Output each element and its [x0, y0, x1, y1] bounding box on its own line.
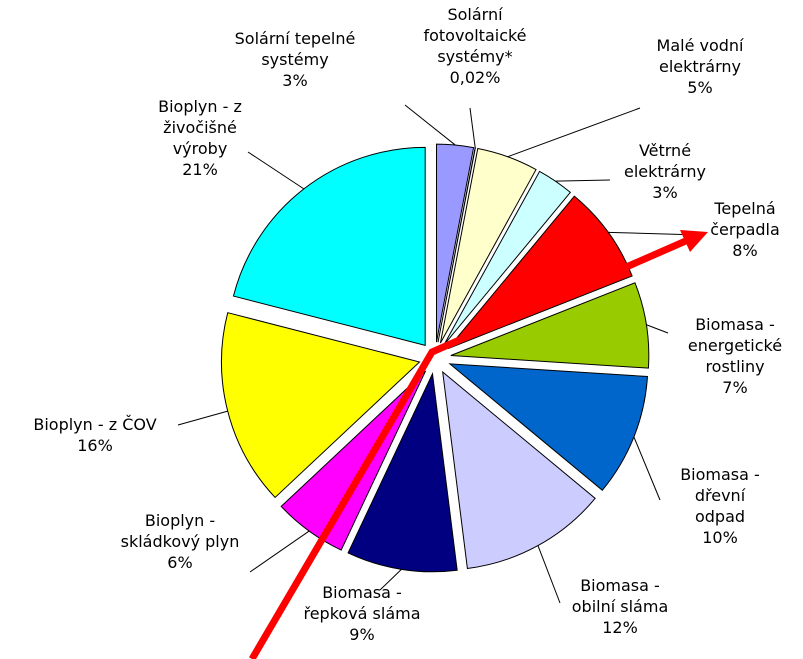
slice-label: Solární fotovoltaické systémy* 0,02% [423, 5, 527, 87]
leader-line [249, 530, 310, 573]
leader-line [379, 568, 402, 591]
leader-line [507, 107, 641, 158]
pie-slice [347, 372, 458, 573]
slice-label: Tepelná čerpadla 8% [710, 199, 780, 260]
pie-slice [448, 363, 649, 491]
leader-line [469, 107, 476, 148]
slice-label: Malé vodní elektrárny 5% [656, 36, 744, 97]
value-label: 7% [722, 378, 748, 397]
leader-line [404, 104, 456, 146]
value-label: 3% [652, 183, 678, 202]
pie-slice [221, 312, 421, 499]
slice-label: Biomasa - energetické rostliny 7% [687, 315, 783, 397]
value-label: 0,02% [449, 68, 501, 87]
slice-label: Bioplyn - z ČOV 16% [33, 415, 157, 455]
arrow-head [680, 230, 708, 252]
value-label: 8% [732, 241, 758, 260]
pie-slice [280, 370, 427, 551]
value-label: 9% [349, 625, 375, 644]
annotation-arrow [248, 230, 708, 659]
value-label: 3% [282, 71, 308, 90]
slice-label: Bioplyn - z živočišné výroby 21% [158, 97, 242, 179]
pie-slice [232, 146, 426, 347]
leader-line [537, 545, 561, 604]
value-label: 5% [687, 78, 713, 97]
leader-line [555, 179, 611, 182]
value-label: 10% [702, 528, 738, 547]
pie-slice [436, 143, 475, 343]
leader-line [247, 151, 305, 190]
value-label: 6% [167, 553, 193, 572]
value-label: 16% [77, 436, 113, 455]
value-label: 12% [602, 618, 638, 637]
slice-label: Biomasa - řepková sláma 9% [303, 583, 421, 644]
leader-line [646, 324, 669, 334]
leader-line [177, 410, 228, 426]
slice-label: Solární tepelné systémy 3% [234, 29, 356, 90]
slice-label: Biomasa - obilní sláma 12% [571, 576, 669, 637]
pie-slice [447, 195, 633, 350]
pie-slice [450, 282, 650, 369]
pie-slice [439, 147, 537, 344]
slice-label: Bioplyn - skládkový plyn 6% [120, 511, 240, 572]
pie-slice [442, 370, 596, 570]
arrow-line [248, 236, 690, 659]
value-label: 21% [182, 160, 218, 179]
slice-label: Biomasa - dřevní odpad 10% [680, 465, 760, 547]
leader-line [633, 436, 661, 501]
slice-label: Větrné elektrárny 3% [624, 141, 706, 202]
